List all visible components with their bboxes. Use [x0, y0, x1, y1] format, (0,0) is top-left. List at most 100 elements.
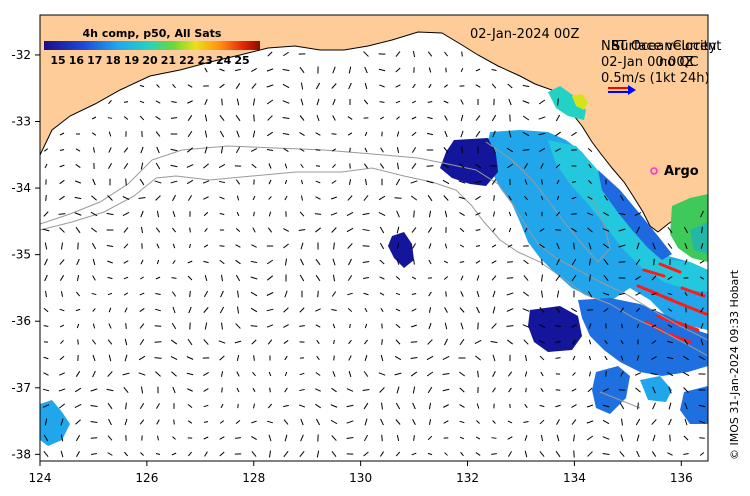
current-vector [219, 451, 225, 457]
current-vector [315, 227, 321, 233]
colorbar-tick-label: 15 [50, 54, 65, 67]
current-vector [684, 259, 688, 265]
current-vector [42, 404, 50, 408]
current-vector [444, 338, 448, 346]
current-vector [75, 291, 81, 297]
current-vector [443, 276, 449, 280]
current-vector [154, 357, 162, 359]
current-vector [396, 131, 400, 137]
current-vector [524, 227, 528, 233]
current-vector [475, 452, 481, 456]
current-vector [363, 277, 369, 279]
current-vector [442, 373, 450, 375]
current-vector [363, 163, 369, 169]
current-vector [410, 195, 418, 201]
current-vector [475, 212, 481, 216]
current-vector [268, 211, 272, 217]
current-vector [363, 51, 369, 57]
current-vector [170, 339, 178, 345]
current-vector [381, 434, 383, 442]
current-vector [316, 339, 320, 345]
current-vector [187, 84, 193, 88]
current-vector [348, 82, 352, 90]
current-vector [300, 258, 304, 266]
current-vector [299, 325, 305, 327]
current-vector [603, 258, 609, 266]
current-vector [284, 179, 288, 185]
current-vector [492, 146, 496, 154]
current-vector [539, 307, 545, 313]
current-vector [284, 258, 288, 266]
current-vector [125, 178, 127, 186]
current-vector [124, 354, 128, 362]
current-vector [587, 212, 593, 216]
current-vector [123, 101, 129, 103]
current-vector [315, 372, 321, 376]
current-vector [107, 435, 113, 441]
current-vector [283, 307, 289, 313]
current-vector [124, 418, 128, 426]
current-vector [604, 195, 608, 201]
current-vector [621, 323, 623, 329]
current-vector [235, 244, 241, 248]
current-vector [189, 243, 191, 249]
current-vector [346, 436, 354, 440]
current-vector [508, 98, 512, 106]
current-vector [653, 258, 655, 266]
current-vector [522, 84, 530, 88]
current-vector [75, 434, 81, 442]
current-vector [459, 404, 465, 408]
current-vector [299, 307, 305, 313]
current-vector [187, 403, 193, 409]
current-vector [60, 418, 64, 426]
current-vector [508, 211, 512, 217]
current-vector [170, 355, 178, 361]
current-vector [620, 355, 624, 361]
current-vector [364, 82, 368, 90]
current-vector [266, 131, 274, 137]
current-vector [587, 451, 593, 457]
current-vector [42, 388, 50, 392]
current-vector [602, 228, 610, 232]
current-vector [522, 149, 530, 151]
current-vector [635, 292, 641, 296]
current-vector [91, 242, 97, 250]
current-vector [331, 291, 337, 297]
current-vector [108, 323, 112, 329]
current-vector [252, 195, 256, 201]
current-vector [331, 435, 337, 441]
current-vector [411, 324, 417, 328]
current-vector [492, 371, 496, 377]
current-vector [186, 164, 194, 168]
current-vector [43, 356, 49, 360]
current-vector [540, 290, 544, 298]
current-vector [125, 323, 127, 329]
current-vector [362, 388, 370, 392]
current-vector [411, 452, 417, 456]
current-vector [667, 276, 673, 280]
current-vector [347, 116, 353, 120]
current-vector [59, 195, 65, 201]
current-vector [123, 116, 129, 120]
current-vector [362, 228, 370, 232]
current-vector [140, 276, 144, 280]
current-vector [396, 226, 400, 234]
current-vector [299, 372, 305, 376]
current-vector [667, 308, 673, 312]
current-vector [682, 355, 690, 361]
current-vector [427, 227, 433, 233]
current-vector [507, 451, 513, 457]
current-vector [186, 356, 194, 360]
strong-current-markers [636, 262, 708, 344]
current-vector [268, 434, 272, 442]
current-vector [395, 178, 401, 186]
current-vector [315, 180, 321, 184]
current-vector [219, 306, 225, 314]
current-vector [139, 419, 145, 425]
current-vector [59, 308, 65, 312]
current-vector [172, 83, 176, 89]
current-vector [539, 404, 545, 408]
current-vector [347, 132, 353, 136]
current-vector [380, 451, 384, 457]
current-vector [251, 451, 257, 457]
